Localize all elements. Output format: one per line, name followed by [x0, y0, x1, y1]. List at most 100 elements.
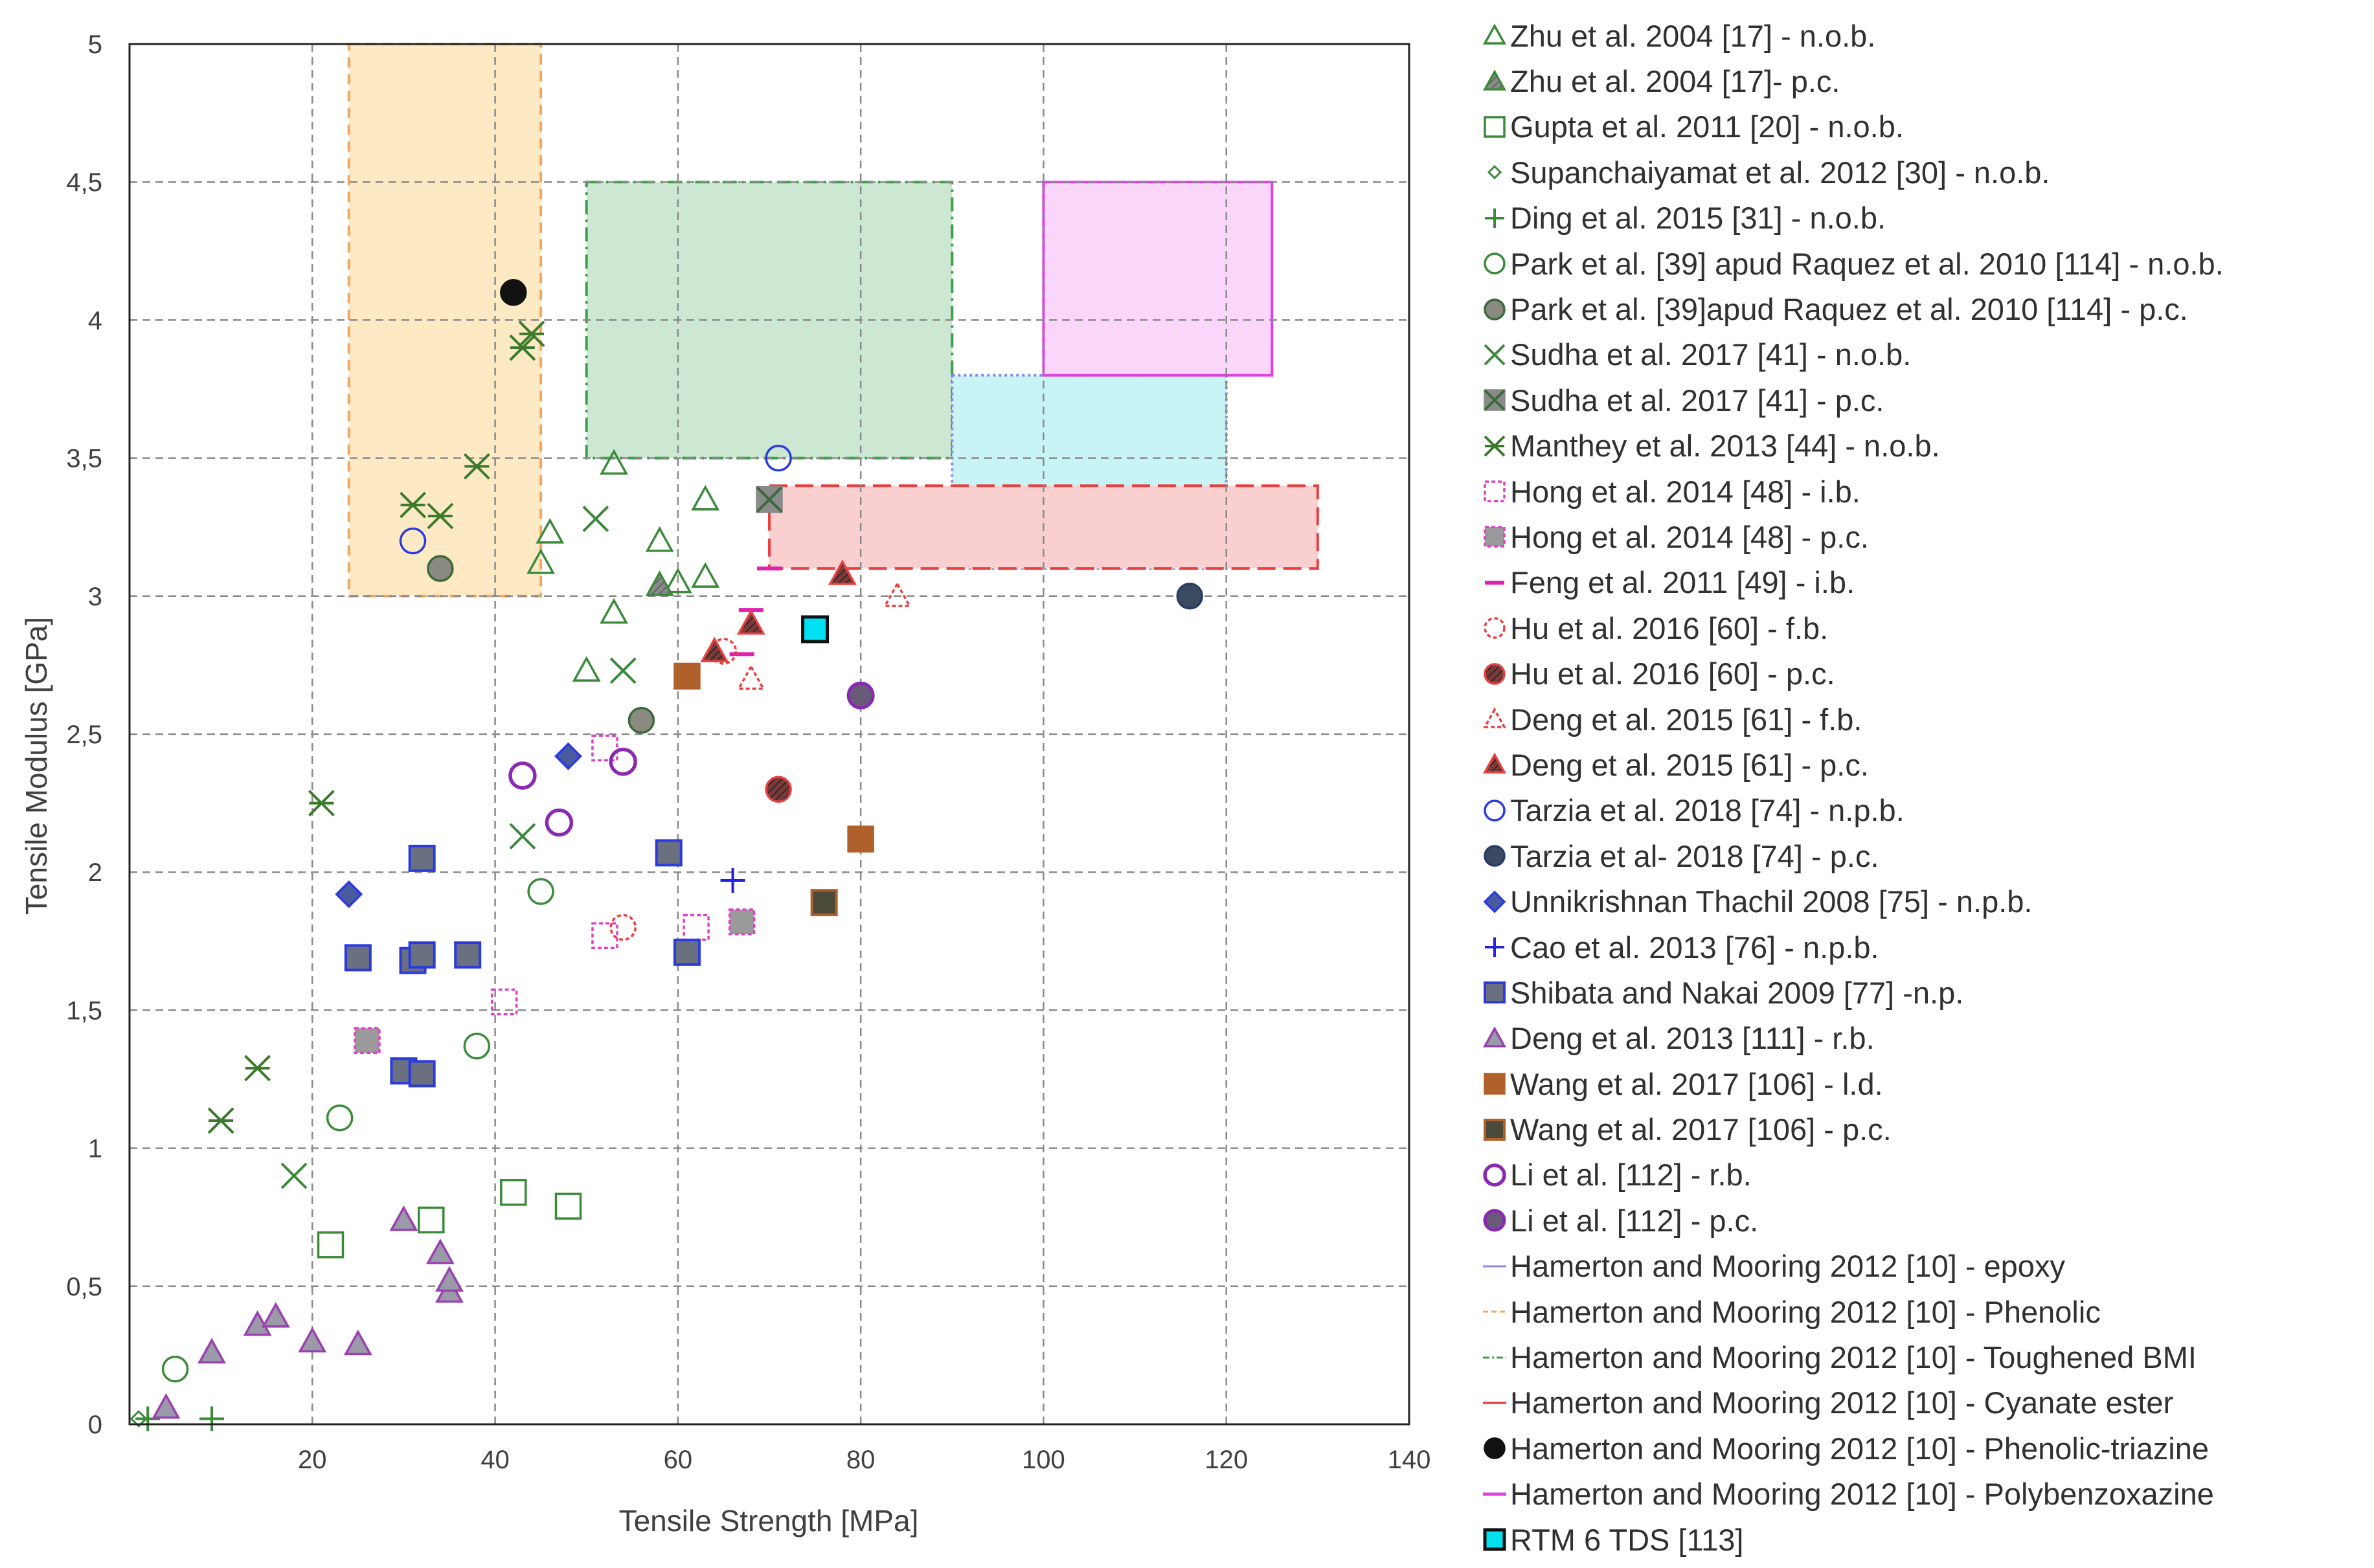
legend-entry: Wang et al. 2017 [106] - p.c. [1482, 1106, 2369, 1152]
y-axis-label: Tensile Modulus [GPa] [19, 617, 53, 915]
legend-label: Wang et al. 2017 [106] - l.d. [1510, 1066, 1883, 1101]
series-9 [207, 320, 545, 1134]
series-16 [700, 559, 857, 663]
data-point [425, 1238, 455, 1264]
series-2 [317, 1179, 582, 1259]
legend-marker-icon [1484, 1073, 1506, 1095]
data-point [408, 941, 436, 969]
legend-label: Hamerton and Mooring 2012 [10] - Polyben… [1510, 1477, 2214, 1512]
data-point [700, 636, 729, 663]
data-point [645, 526, 674, 552]
data-point [728, 908, 756, 935]
data-point [663, 567, 692, 594]
legend-entry: Zhu et al. 2004 [17]- p.c. [1482, 58, 2369, 104]
legend-entry: Shibata and Nakai 2009 [77] -n.p. [1482, 970, 2369, 1015]
legend-label: Hamerton and Mooring 2012 [10] - Toughen… [1510, 1340, 2197, 1375]
legend-marker-icon [1485, 580, 1504, 585]
legend-marker-icon [1484, 662, 1506, 685]
data-point [490, 988, 518, 1016]
y-tick-label: 2 [88, 858, 102, 887]
legend-label: Li et al. [112] - p.c. [1510, 1203, 1759, 1238]
data-point [1176, 583, 1204, 610]
legend-label: Cao et al. 2013 [76] - n.p.b. [1510, 930, 1879, 965]
legend-entry: Tarzia et al. 2018 [74] - n.p.b. [1482, 788, 2369, 833]
legend-entry: RTM 6 TDS [113] [1482, 1517, 2369, 1562]
data-point [454, 941, 482, 969]
series-6 [427, 555, 655, 734]
legend-label: Hamerton and Mooring 2012 [10] - epoxy [1510, 1249, 2065, 1284]
scatter-chart: 20 40 60 80 100 120 140 0 0,5 1 1,5 2 2,5 3 3,5 4 4,5 5 T… [19, 30, 1430, 1538]
legend-entry: Park et al. [39]apud Raquez et al. 2010 … [1482, 286, 2369, 331]
legend-label: Hamerton and Mooring 2012 [10] - Phenoli… [1510, 1431, 2209, 1466]
data-point [828, 559, 857, 585]
legend-marker-icon [1484, 1118, 1506, 1141]
series-4 [135, 1406, 225, 1431]
x-tick-label: 40 [480, 1446, 510, 1474]
legend-entry: Deng et al. 2015 [61] - f.b. [1482, 697, 2369, 742]
data-point [691, 562, 720, 588]
legend-entry: Hamerton and Mooring 2012 [10] - epoxy [1482, 1244, 2369, 1289]
legend-label: Hong et al. 2014 [48] - i.b. [1510, 474, 1860, 509]
legend-marker-icon [1483, 1402, 1506, 1404]
y-tick-label: 4,5 [66, 168, 102, 197]
legend-entry: Ding et al. 2015 [31] - n.o.b. [1482, 196, 2369, 241]
legend-marker-icon [1484, 116, 1506, 138]
x-tick-label: 120 [1204, 1446, 1248, 1474]
data-point [673, 938, 701, 966]
series-28 [801, 615, 830, 644]
data-point [627, 706, 655, 734]
data-point [130, 1409, 148, 1428]
legend-marker-icon [1484, 981, 1506, 1004]
legend-label: Park et al. [39]apud Raquez et al. 2010 … [1510, 292, 2188, 327]
series-8 [756, 486, 783, 513]
data-point [435, 1266, 464, 1292]
legend-marker-icon [1483, 1356, 1506, 1359]
legend-marker-icon [1483, 752, 1506, 774]
data-point [244, 1055, 271, 1082]
series-3 [130, 1409, 148, 1428]
data-point [883, 581, 912, 607]
legend-marker-icon [1483, 1265, 1506, 1268]
y-tick-label: 4 [88, 306, 102, 335]
data-point [280, 1162, 308, 1189]
legend-entry: Supanchaiyamat et al. 2012 [30] - n.o.b. [1482, 150, 2369, 195]
data-point [343, 1329, 372, 1356]
data-point [691, 484, 720, 511]
legend-label: Tarzia et al- 2018 [74] - p.c. [1510, 838, 1879, 873]
data-point [801, 615, 830, 644]
legend-entry: Deng et al. 2013 [111] - r.b. [1482, 1016, 2369, 1061]
series-27 [500, 279, 527, 306]
legend-marker-icon [1484, 252, 1506, 274]
legend-entry: Sudha et al. 2017 [41] - n.o.b. [1482, 332, 2369, 377]
legend-marker-icon [1483, 1528, 1506, 1551]
data-point [554, 742, 582, 770]
data-point [572, 656, 601, 682]
x-tick-label: 80 [846, 1446, 876, 1474]
y-tick-label: 2,5 [66, 721, 102, 749]
legend-marker-icon [1484, 480, 1506, 502]
data-point [509, 823, 536, 850]
data-point [161, 1355, 189, 1383]
data-point [463, 453, 490, 480]
legend-marker-icon [1483, 1163, 1506, 1187]
legend-entry: Park et al. [39] apud Raquez et al. 2010… [1482, 241, 2369, 286]
legend-marker-icon [1484, 800, 1506, 822]
legend-label: Tarzia et al. 2018 [74] - n.p.b. [1510, 793, 1905, 828]
legend-entry: Hamerton and Mooring 2012 [10] - Toughen… [1482, 1334, 2369, 1380]
data-point [335, 880, 363, 908]
data-point [243, 1310, 272, 1336]
series-10 [490, 734, 710, 1016]
data-point [261, 1302, 290, 1328]
data-point [810, 889, 838, 917]
legend-marker-icon [1484, 435, 1506, 457]
legend-marker-icon [1487, 165, 1502, 180]
data-point [509, 334, 536, 361]
series-7 [280, 505, 637, 1189]
data-point [400, 491, 426, 519]
data-point [500, 279, 527, 306]
data-point [408, 844, 436, 872]
legend-label: Zhu et al. 2004 [17] - n.o.b. [1510, 18, 1876, 53]
legend-label: Deng et al. 2015 [61] - p.c. [1510, 747, 1869, 782]
data-point [526, 548, 556, 574]
data-point [582, 505, 609, 532]
